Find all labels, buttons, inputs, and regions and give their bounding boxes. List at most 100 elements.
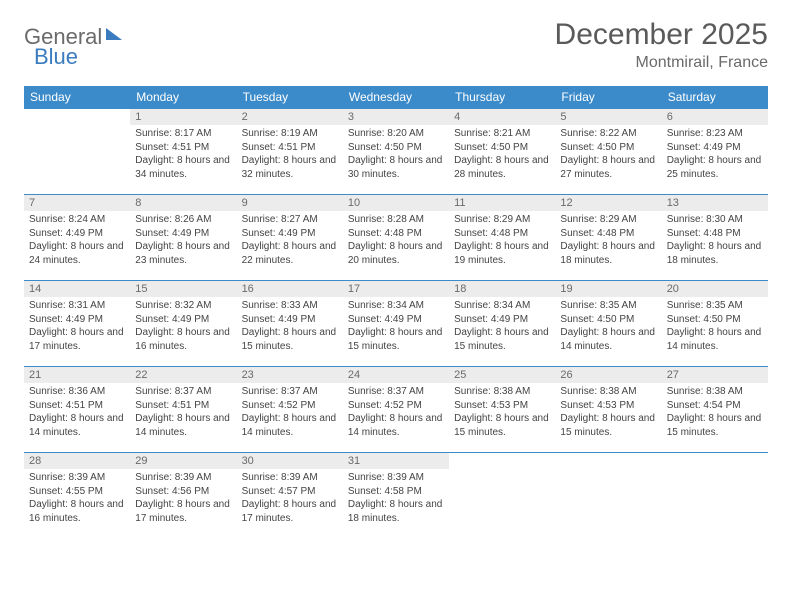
day-number: 5	[555, 109, 661, 125]
day-detail: Sunrise: 8:39 AMSunset: 4:56 PMDaylight:…	[130, 469, 236, 529]
daylight-text: Daylight: 8 hours and 17 minutes.	[135, 498, 231, 525]
day-number: 1	[130, 109, 236, 125]
sunset-text: Sunset: 4:48 PM	[348, 227, 444, 241]
daylight-text: Daylight: 8 hours and 16 minutes.	[29, 498, 125, 525]
calendar-day-cell: 21Sunrise: 8:36 AMSunset: 4:51 PMDayligh…	[24, 367, 130, 453]
sunset-text: Sunset: 4:57 PM	[242, 485, 338, 499]
day-detail: Sunrise: 8:38 AMSunset: 4:53 PMDaylight:…	[449, 383, 555, 443]
sunrise-text: Sunrise: 8:35 AM	[667, 299, 763, 313]
sunset-text: Sunset: 4:49 PM	[348, 313, 444, 327]
daylight-text: Daylight: 8 hours and 34 minutes.	[135, 154, 231, 181]
calendar-day-cell: 19Sunrise: 8:35 AMSunset: 4:50 PMDayligh…	[555, 281, 661, 367]
page-subtitle: Montmirail, France	[555, 54, 768, 72]
daylight-text: Daylight: 8 hours and 18 minutes.	[667, 240, 763, 267]
calendar-day-cell: 31Sunrise: 8:39 AMSunset: 4:58 PMDayligh…	[343, 453, 449, 539]
day-detail: Sunrise: 8:38 AMSunset: 4:54 PMDaylight:…	[662, 383, 768, 443]
sunset-text: Sunset: 4:49 PM	[135, 227, 231, 241]
sunrise-text: Sunrise: 8:19 AM	[242, 127, 338, 141]
sunset-text: Sunset: 4:51 PM	[242, 141, 338, 155]
sunset-text: Sunset: 4:54 PM	[667, 399, 763, 413]
day-number: 6	[662, 109, 768, 125]
calendar-day-cell	[449, 453, 555, 539]
calendar-week-row: 1Sunrise: 8:17 AMSunset: 4:51 PMDaylight…	[24, 109, 768, 195]
weekday-header-row: SundayMondayTuesdayWednesdayThursdayFrid…	[24, 86, 768, 109]
sunrise-text: Sunrise: 8:33 AM	[242, 299, 338, 313]
calendar-day-cell: 9Sunrise: 8:27 AMSunset: 4:49 PMDaylight…	[237, 195, 343, 281]
header: General December 2025 Montmirail, France	[24, 18, 768, 72]
sunset-text: Sunset: 4:53 PM	[454, 399, 550, 413]
sunrise-text: Sunrise: 8:38 AM	[454, 385, 550, 399]
calendar-day-cell: 7Sunrise: 8:24 AMSunset: 4:49 PMDaylight…	[24, 195, 130, 281]
day-detail: Sunrise: 8:39 AMSunset: 4:57 PMDaylight:…	[237, 469, 343, 529]
day-detail: Sunrise: 8:37 AMSunset: 4:52 PMDaylight:…	[237, 383, 343, 443]
day-number: 18	[449, 281, 555, 297]
day-detail: Sunrise: 8:39 AMSunset: 4:58 PMDaylight:…	[343, 469, 449, 529]
sunrise-text: Sunrise: 8:39 AM	[29, 471, 125, 485]
daylight-text: Daylight: 8 hours and 23 minutes.	[135, 240, 231, 267]
sunset-text: Sunset: 4:58 PM	[348, 485, 444, 499]
sunset-text: Sunset: 4:50 PM	[348, 141, 444, 155]
day-number: 11	[449, 195, 555, 211]
calendar-week-row: 21Sunrise: 8:36 AMSunset: 4:51 PMDayligh…	[24, 367, 768, 453]
sunset-text: Sunset: 4:50 PM	[560, 313, 656, 327]
daylight-text: Daylight: 8 hours and 14 minutes.	[348, 412, 444, 439]
sunrise-text: Sunrise: 8:28 AM	[348, 213, 444, 227]
calendar-day-cell: 8Sunrise: 8:26 AMSunset: 4:49 PMDaylight…	[130, 195, 236, 281]
calendar-day-cell: 24Sunrise: 8:37 AMSunset: 4:52 PMDayligh…	[343, 367, 449, 453]
daylight-text: Daylight: 8 hours and 17 minutes.	[242, 498, 338, 525]
calendar-day-cell: 14Sunrise: 8:31 AMSunset: 4:49 PMDayligh…	[24, 281, 130, 367]
day-detail: Sunrise: 8:31 AMSunset: 4:49 PMDaylight:…	[24, 297, 130, 357]
day-number: 22	[130, 367, 236, 383]
day-detail: Sunrise: 8:29 AMSunset: 4:48 PMDaylight:…	[449, 211, 555, 271]
calendar-day-cell: 1Sunrise: 8:17 AMSunset: 4:51 PMDaylight…	[130, 109, 236, 195]
daylight-text: Daylight: 8 hours and 18 minutes.	[348, 498, 444, 525]
weekday-header: Saturday	[662, 86, 768, 109]
day-detail: Sunrise: 8:20 AMSunset: 4:50 PMDaylight:…	[343, 125, 449, 185]
calendar-day-cell: 23Sunrise: 8:37 AMSunset: 4:52 PMDayligh…	[237, 367, 343, 453]
daylight-text: Daylight: 8 hours and 14 minutes.	[667, 326, 763, 353]
sunrise-text: Sunrise: 8:39 AM	[348, 471, 444, 485]
calendar-day-cell: 12Sunrise: 8:29 AMSunset: 4:48 PMDayligh…	[555, 195, 661, 281]
calendar-day-cell: 6Sunrise: 8:23 AMSunset: 4:49 PMDaylight…	[662, 109, 768, 195]
calendar-day-cell: 10Sunrise: 8:28 AMSunset: 4:48 PMDayligh…	[343, 195, 449, 281]
day-number: 12	[555, 195, 661, 211]
daylight-text: Daylight: 8 hours and 14 minutes.	[560, 326, 656, 353]
daylight-text: Daylight: 8 hours and 20 minutes.	[348, 240, 444, 267]
sunset-text: Sunset: 4:55 PM	[29, 485, 125, 499]
day-number: 3	[343, 109, 449, 125]
day-detail: Sunrise: 8:32 AMSunset: 4:49 PMDaylight:…	[130, 297, 236, 357]
daylight-text: Daylight: 8 hours and 15 minutes.	[667, 412, 763, 439]
daylight-text: Daylight: 8 hours and 14 minutes.	[135, 412, 231, 439]
sunset-text: Sunset: 4:49 PM	[29, 313, 125, 327]
day-number: 27	[662, 367, 768, 383]
daylight-text: Daylight: 8 hours and 15 minutes.	[454, 412, 550, 439]
day-detail: Sunrise: 8:35 AMSunset: 4:50 PMDaylight:…	[662, 297, 768, 357]
day-detail: Sunrise: 8:33 AMSunset: 4:49 PMDaylight:…	[237, 297, 343, 357]
day-number: 30	[237, 453, 343, 469]
sunset-text: Sunset: 4:56 PM	[135, 485, 231, 499]
sunrise-text: Sunrise: 8:23 AM	[667, 127, 763, 141]
sunrise-text: Sunrise: 8:38 AM	[667, 385, 763, 399]
day-detail: Sunrise: 8:38 AMSunset: 4:53 PMDaylight:…	[555, 383, 661, 443]
day-number: 20	[662, 281, 768, 297]
sunset-text: Sunset: 4:51 PM	[135, 399, 231, 413]
calendar-day-cell	[555, 453, 661, 539]
sunrise-text: Sunrise: 8:35 AM	[560, 299, 656, 313]
day-detail: Sunrise: 8:24 AMSunset: 4:49 PMDaylight:…	[24, 211, 130, 271]
logo-text-2: Blue	[34, 44, 78, 70]
day-number: 2	[237, 109, 343, 125]
sunrise-text: Sunrise: 8:20 AM	[348, 127, 444, 141]
sunrise-text: Sunrise: 8:39 AM	[135, 471, 231, 485]
sunrise-text: Sunrise: 8:27 AM	[242, 213, 338, 227]
calendar-week-row: 7Sunrise: 8:24 AMSunset: 4:49 PMDaylight…	[24, 195, 768, 281]
sunrise-text: Sunrise: 8:21 AM	[454, 127, 550, 141]
sunrise-text: Sunrise: 8:37 AM	[348, 385, 444, 399]
sunrise-text: Sunrise: 8:26 AM	[135, 213, 231, 227]
daylight-text: Daylight: 8 hours and 24 minutes.	[29, 240, 125, 267]
sunset-text: Sunset: 4:49 PM	[242, 313, 338, 327]
daylight-text: Daylight: 8 hours and 17 minutes.	[29, 326, 125, 353]
daylight-text: Daylight: 8 hours and 15 minutes.	[560, 412, 656, 439]
day-detail: Sunrise: 8:23 AMSunset: 4:49 PMDaylight:…	[662, 125, 768, 185]
calendar-day-cell: 4Sunrise: 8:21 AMSunset: 4:50 PMDaylight…	[449, 109, 555, 195]
daylight-text: Daylight: 8 hours and 15 minutes.	[454, 326, 550, 353]
